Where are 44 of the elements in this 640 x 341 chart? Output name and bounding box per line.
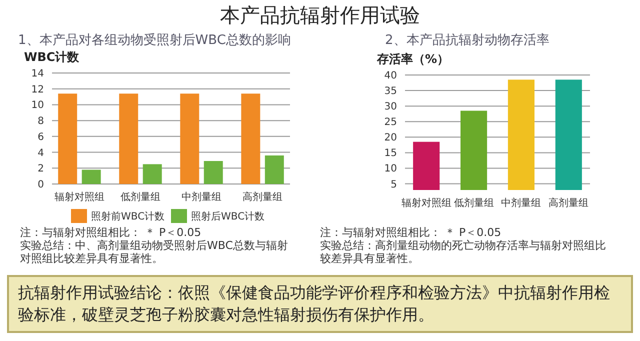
text: 本产品抗辐射作用试验 [220, 3, 420, 27]
bar [180, 94, 200, 184]
bar [142, 164, 162, 184]
y-tick-label: 10 [384, 164, 397, 175]
y-tick-label: 14 [31, 68, 44, 80]
y-tick-label: 4 [38, 148, 44, 159]
legend-label: 照射前WBC计数 [91, 210, 165, 222]
chart-title: 2、本产品抗辐射动物存活率 [385, 32, 550, 48]
y-tick-label: 30 [384, 102, 397, 113]
y-tick-label: 5 [390, 179, 397, 190]
bar [264, 155, 284, 184]
x-tick-label: 高剂量组 [242, 191, 283, 203]
x-tick-label: 辐射对照组 [54, 191, 104, 203]
y-tick-label: 0 [38, 180, 44, 190]
y-tick-label: 2 [38, 164, 44, 175]
bar [58, 94, 78, 184]
y-tick-label: 6 [38, 132, 44, 143]
bar [241, 94, 260, 184]
y-tick-label: 15 [384, 148, 397, 160]
text: 抗辐射作用试验结论：依照《保健食品功能学评价程序和检验方法》中抗辐射作用检验标准，破壁灵芝孢子粉胶囊对急性辐射损伤有保护作用。 [18, 283, 610, 324]
y-axis-title: 存活率（%） [376, 52, 450, 66]
y-tick-label: 10 [31, 100, 44, 112]
y-tick-label: 35 [384, 86, 397, 98]
x-tick-label: 高剂量组 [548, 197, 589, 209]
bar [82, 170, 101, 184]
y-tick-label: 20 [384, 132, 397, 144]
x-tick-label: 中剂量组 [182, 191, 222, 203]
text: 实验总结：中、高剂量组动物受照射后WBC总数与辐射对照组比较差异具有显著性。 [20, 239, 288, 265]
bar [119, 94, 138, 184]
x-tick-label: 中剂量组 [501, 197, 542, 209]
text: 注：与辐射对照组相比： ＊ P＜0.05 [20, 226, 202, 239]
y-tick-label: 12 [31, 84, 44, 96]
x-tick-label: 低剂量组 [454, 197, 494, 209]
y-tick-label: 8 [38, 116, 44, 128]
y-axis-title: WBC计数 [24, 50, 80, 64]
legend-label: 照射后WBC计数 [191, 210, 265, 222]
chart-title: 1、本产品对各组动物受照射后WBC总数的影响 [18, 33, 291, 48]
bar [204, 161, 223, 184]
x-tick-label: 辐射对照组 [401, 197, 452, 209]
x-tick-label: 低剂量组 [120, 191, 160, 203]
y-tick-label: 25 [384, 117, 397, 128]
y-tick-label: 40 [384, 70, 397, 82]
text: 注：与辐射对照组相比： ＊ P＜0.05 [320, 226, 502, 239]
text: 实验总结：高剂量组动物的死亡动物存活率与辐射对照组比较差异具有显著性。 [320, 239, 606, 265]
